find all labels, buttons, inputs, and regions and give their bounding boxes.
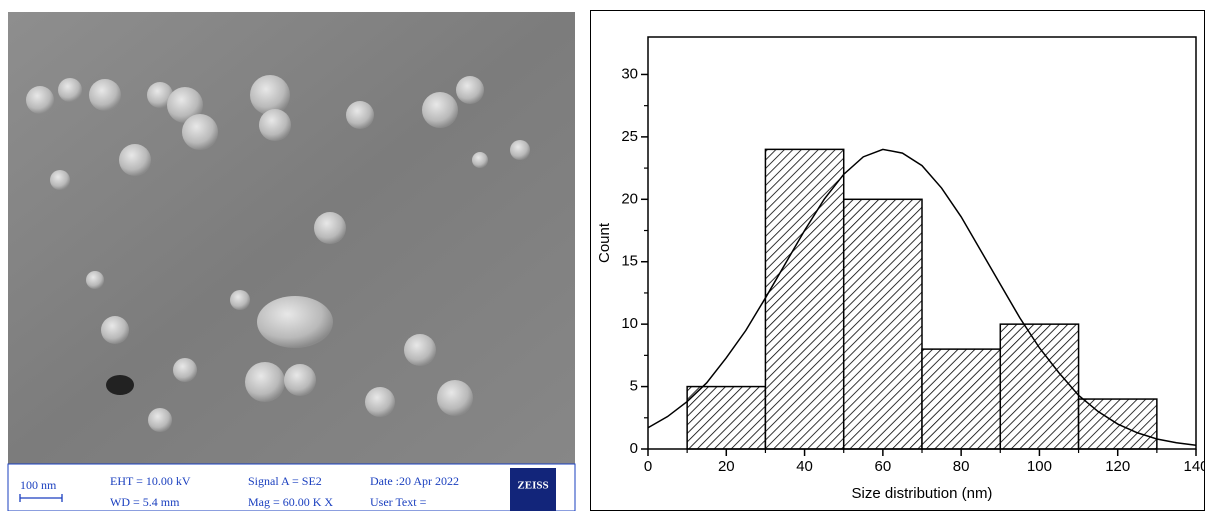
x-tick-label: 20 xyxy=(718,458,735,475)
y-tick-label: 25 xyxy=(621,128,638,145)
y-tick-label: 5 xyxy=(630,378,638,395)
y-tick-label: 15 xyxy=(621,253,638,270)
y-axis-label: Count xyxy=(596,222,613,263)
bar xyxy=(764,148,845,450)
y-tick-label: 20 xyxy=(621,190,638,207)
x-tick-label: 120 xyxy=(1105,458,1130,475)
x-tick-label: 100 xyxy=(1027,458,1052,475)
bar xyxy=(842,198,923,450)
x-tick-label: 140 xyxy=(1183,458,1205,475)
mag: Mag = 60.00 K X xyxy=(248,495,333,509)
eht: EHT = 10.00 kV xyxy=(110,474,191,488)
y-tick-label: 30 xyxy=(621,65,638,82)
bar xyxy=(921,348,1002,450)
y-tick-label: 10 xyxy=(621,315,638,332)
fit-curve xyxy=(647,148,1197,446)
info-bar xyxy=(7,463,576,511)
scale-bar-label: 100 nm xyxy=(20,478,57,492)
logo: ZEISS xyxy=(517,480,548,492)
x-tick-label: 0 xyxy=(644,458,652,475)
signal: Signal A = SE2 xyxy=(248,474,322,488)
logo-box xyxy=(510,468,556,511)
bar xyxy=(999,323,1080,450)
x-tick-label: 40 xyxy=(796,458,813,475)
y-tick-label: 0 xyxy=(630,440,638,457)
sem-image xyxy=(8,12,575,464)
bar xyxy=(686,385,767,450)
x-tick-label: 80 xyxy=(953,458,970,475)
user-text: User Text = xyxy=(370,495,427,509)
x-axis-label: Size distribution (nm) xyxy=(852,485,993,502)
date: Date :20 Apr 2022 xyxy=(370,474,459,488)
wd: WD = 5.4 mm xyxy=(110,495,180,509)
scale-bar xyxy=(19,494,63,502)
x-tick-label: 60 xyxy=(875,458,892,475)
